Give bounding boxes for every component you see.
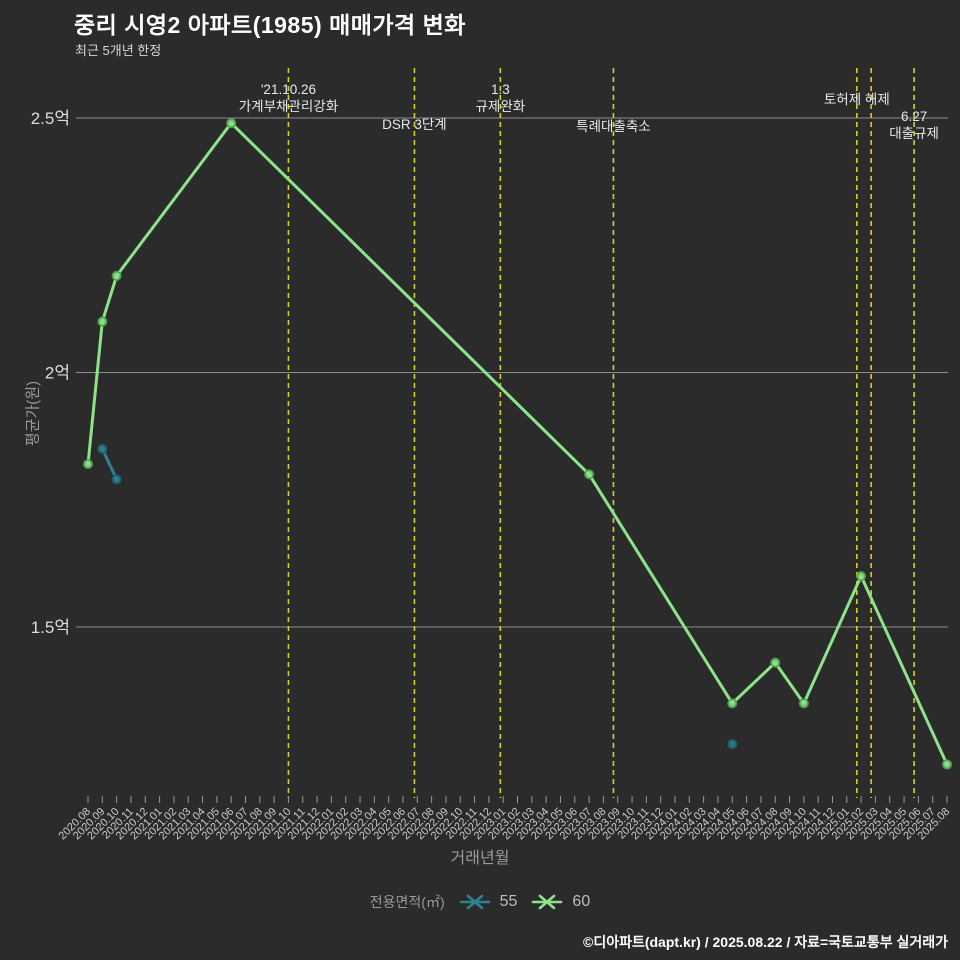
annotation-date: 6.27	[901, 109, 927, 124]
annotation-date: '21.10.26	[261, 82, 316, 97]
legend-item-label: 55	[499, 893, 518, 910]
annotation-label: 특례대출축소	[576, 119, 651, 134]
series-55-marker	[727, 739, 738, 750]
y-tick-label: 2억	[45, 364, 70, 383]
series-55-line	[100, 447, 119, 481]
page-subtitle: 최근 5개년 한정	[75, 43, 162, 58]
credit-footer: ©디아파트(dapt.kr) / 2025.08.22 / 자료=국토교통부 실…	[583, 934, 948, 950]
series-60-marker	[727, 698, 738, 709]
annotation-label: DSR 3단계	[382, 117, 447, 132]
legend-item-60[interactable]: 60	[531, 893, 590, 911]
asterisk-marker-icon	[459, 894, 490, 910]
annotation-label: 규제완화	[475, 99, 525, 114]
series-55-marker	[97, 443, 108, 454]
annotation-date: 1.3	[491, 82, 510, 97]
annotation-label: 가계부채관리강화	[239, 99, 338, 114]
series-55-marker	[111, 474, 122, 485]
series-60-line	[86, 121, 949, 766]
y-tick-label: 1.5억	[31, 618, 70, 637]
series-60-marker	[584, 469, 595, 480]
legend-item-label: 60	[572, 893, 591, 910]
series-60-marker	[111, 270, 122, 281]
series-60-marker	[798, 698, 809, 709]
annotation-label: 대출규제	[889, 126, 939, 141]
series-60-marker	[856, 571, 867, 582]
series-60-marker	[226, 118, 237, 129]
asterisk-marker-icon	[532, 894, 563, 910]
legend-item-55[interactable]: 55	[459, 893, 518, 911]
series-60-marker	[770, 657, 781, 668]
page-title: 중리 시영2 아파트(1985) 매매가격 변화	[74, 12, 466, 38]
series-60-marker	[942, 759, 953, 770]
y-axis-title: 평균가(원)	[24, 380, 42, 447]
series-60-marker	[97, 316, 108, 327]
legend: 전용면적(㎡) 55 60	[0, 892, 960, 912]
x-axis-title: 거래년월	[450, 850, 510, 867]
y-tick-label: 2.5억	[31, 109, 70, 128]
annotation-label: 토허제 해제	[824, 92, 890, 107]
series-60-marker	[83, 459, 94, 470]
legend-title: 전용면적(㎡)	[369, 894, 445, 910]
